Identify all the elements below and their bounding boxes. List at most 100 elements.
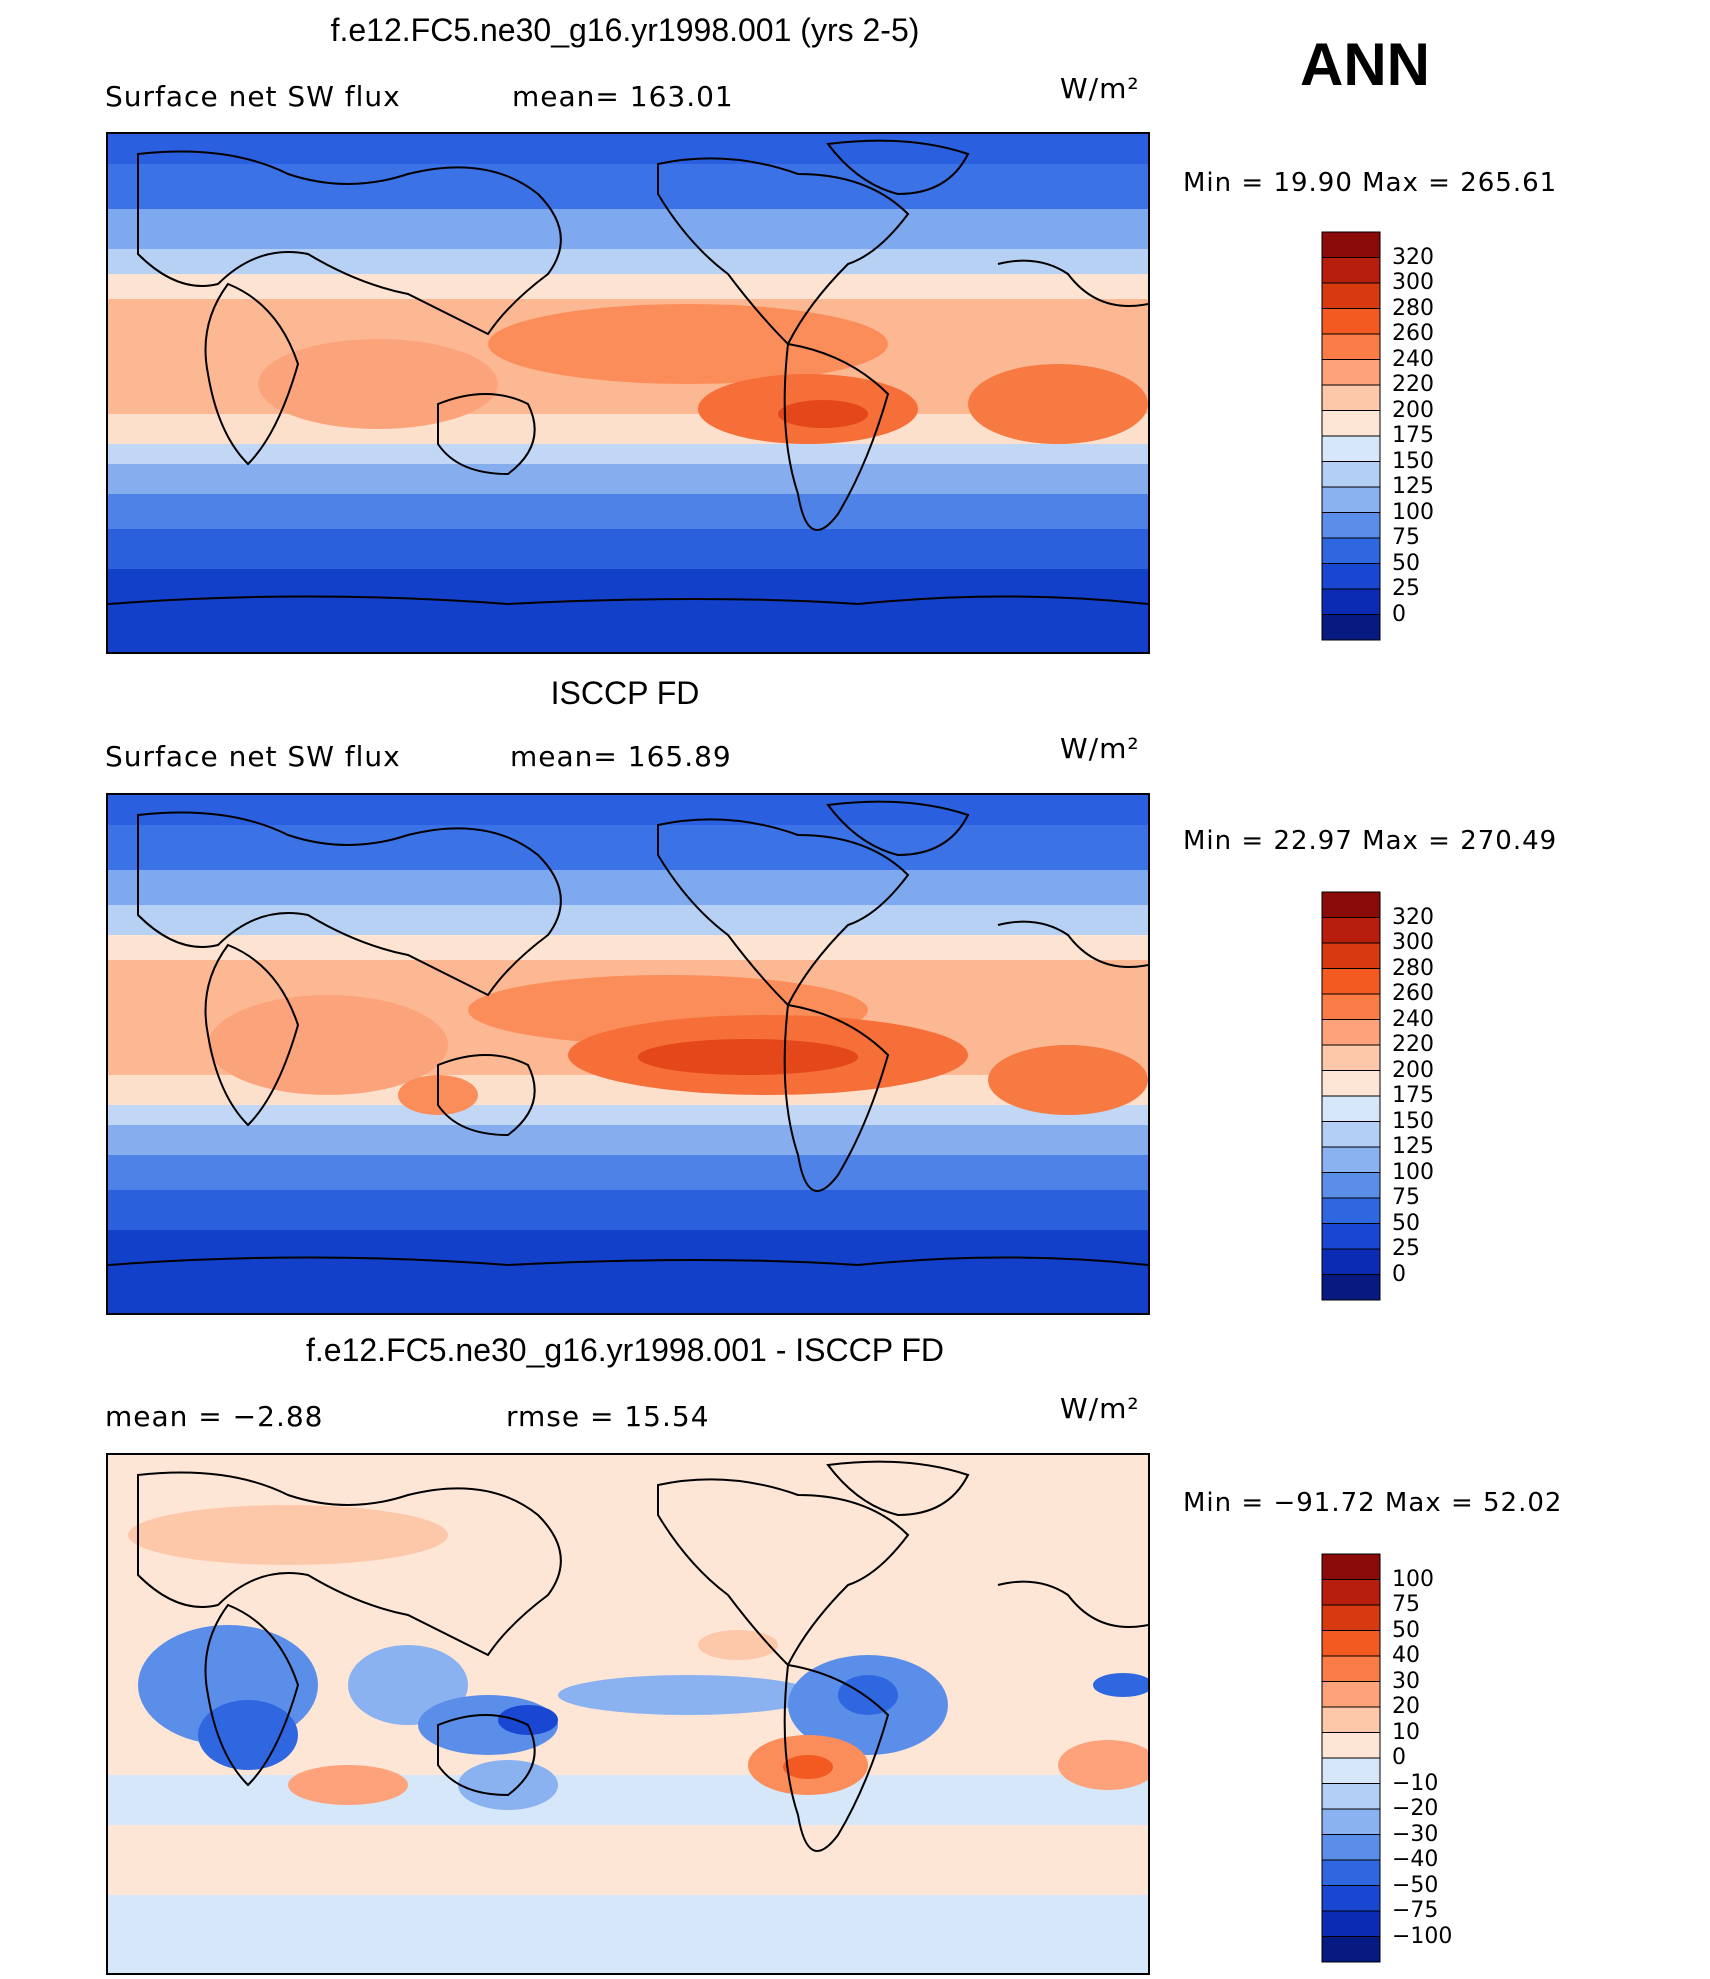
colorbar-swatch — [1321, 588, 1381, 615]
colorbar-swatch — [1321, 1274, 1381, 1301]
colorbar-tick-label: 240 — [1392, 1006, 1434, 1032]
colorbar-tick-label: 260 — [1392, 981, 1434, 1006]
colorbar-tick-label: 220 — [1392, 372, 1434, 397]
colorbar-swatch — [1321, 1172, 1381, 1199]
colorbar-swatch — [1321, 537, 1381, 564]
colorbar-tick-label: 50 — [1392, 1617, 1420, 1643]
colorbar-swatch — [1321, 1044, 1381, 1071]
panel-1-map — [106, 132, 1150, 654]
colorbar-tick-label: −10 — [1392, 1770, 1439, 1796]
colorbar-tick-label: 50 — [1392, 550, 1420, 576]
colorbar-swatch — [1321, 435, 1381, 462]
colorbar-tick-label: 200 — [1392, 1057, 1434, 1083]
colorbar-tick-label: −30 — [1392, 1821, 1439, 1847]
colorbar-tick-label: 75 — [1392, 525, 1420, 550]
panel-2-title: ISCCP FD — [550, 675, 700, 711]
colorbar-tick-label: 30 — [1392, 1668, 1420, 1694]
colorbar-tick-label: 150 — [1392, 448, 1434, 474]
colorbar-tick-label: 300 — [1392, 270, 1434, 295]
panel-1-map-svg — [108, 134, 1148, 652]
colorbar-tick-label: 25 — [1392, 576, 1420, 601]
colorbar-tick-label: 25 — [1392, 1236, 1420, 1261]
colorbar-swatch — [1321, 968, 1381, 995]
colorbar-swatch — [1321, 614, 1381, 641]
panel-1-title: f.e12.FC5.ne30_g16.yr1998.001 (yrs 2-5) — [330, 12, 920, 48]
colorbar-swatch — [1321, 1604, 1381, 1631]
colorbar-tick-label: 75 — [1392, 1185, 1420, 1210]
colorbar-swatch — [1321, 1910, 1381, 1937]
colorbar-swatch — [1321, 1223, 1381, 1250]
colorbar-tick-label: −20 — [1392, 1796, 1439, 1821]
colorbar-tick-label: −100 — [1392, 1923, 1453, 1949]
colorbar-swatch — [1321, 486, 1381, 513]
panel-3-map — [106, 1453, 1150, 1975]
panel-1-minmax: Min = 19.90 Max = 265.61 — [1183, 168, 1558, 198]
panel-2-colorbar — [1321, 891, 1381, 1301]
panel-1-variable: Surface net SW flux — [105, 80, 401, 113]
colorbar-tick-label: 10 — [1392, 1719, 1420, 1745]
colorbar-swatch — [1321, 1146, 1381, 1173]
panel-3-minmax: Min = −91.72 Max = 52.02 — [1183, 1488, 1563, 1518]
colorbar-tick-label: 0 — [1392, 1745, 1406, 1770]
colorbar-tick-label: 320 — [1392, 244, 1434, 270]
colorbar-swatch — [1321, 1579, 1381, 1606]
panel-2-minmax: Min = 22.97 Max = 270.49 — [1183, 826, 1558, 856]
panel-1-units: W/m² — [1060, 72, 1140, 105]
colorbar-swatch — [1321, 1070, 1381, 1097]
panel-2-map-svg — [108, 795, 1148, 1313]
colorbar-swatch — [1321, 1834, 1381, 1861]
colorbar-swatch — [1321, 512, 1381, 539]
colorbar-tick-label: 0 — [1392, 1261, 1406, 1287]
colorbar-tick-label: 125 — [1392, 474, 1434, 499]
colorbar-swatch — [1321, 1783, 1381, 1810]
colorbar-tick-label: 280 — [1392, 295, 1434, 321]
colorbar-swatch — [1321, 1095, 1381, 1122]
colorbar-swatch — [1321, 1732, 1381, 1759]
panel-3-units: W/m² — [1060, 1392, 1140, 1425]
colorbar-tick-label: 280 — [1392, 955, 1434, 981]
colorbar-tick-label: 125 — [1392, 1134, 1434, 1159]
colorbar-tick-label: 260 — [1392, 321, 1434, 346]
colorbar-swatch — [1321, 257, 1381, 284]
colorbar-swatch — [1321, 231, 1381, 258]
colorbar-tick-label: 75 — [1392, 1592, 1420, 1617]
colorbar-swatch — [1321, 410, 1381, 437]
colorbar-swatch — [1321, 1706, 1381, 1733]
colorbar-swatch — [1321, 1757, 1381, 1784]
colorbar-swatch — [1321, 1808, 1381, 1835]
panel-2-variable: Surface net SW flux — [105, 740, 401, 773]
panel-2-units: W/m² — [1060, 732, 1140, 765]
colorbar-tick-label: 300 — [1392, 930, 1434, 955]
colorbar-swatch — [1321, 333, 1381, 360]
colorbar-tick-label: 40 — [1392, 1643, 1420, 1668]
colorbar-tick-label: 175 — [1392, 1083, 1434, 1108]
colorbar-swatch — [1321, 917, 1381, 944]
panel-3-colorbar — [1321, 1553, 1381, 1963]
panel-1-mean: mean= 163.01 — [512, 80, 734, 113]
panel-2-mean: mean= 165.89 — [510, 740, 732, 773]
colorbar-swatch — [1321, 1655, 1381, 1682]
panel-3-map-svg — [108, 1455, 1148, 1973]
colorbar-swatch — [1321, 891, 1381, 918]
colorbar-tick-label: 240 — [1392, 346, 1434, 372]
colorbar-tick-label: 320 — [1392, 904, 1434, 930]
colorbar-tick-label: 100 — [1392, 1566, 1434, 1592]
colorbar-swatch — [1321, 461, 1381, 488]
colorbar-swatch — [1321, 359, 1381, 386]
colorbar-tick-label: 20 — [1392, 1694, 1420, 1719]
colorbar-tick-label: 175 — [1392, 423, 1434, 448]
colorbar-swatch — [1321, 993, 1381, 1020]
panel-3-mean: mean = −2.88 — [105, 1400, 324, 1433]
colorbar-swatch — [1321, 1197, 1381, 1224]
colorbar-tick-label: 50 — [1392, 1210, 1420, 1236]
colorbar-tick-label: −50 — [1392, 1872, 1439, 1898]
colorbar-swatch — [1321, 1248, 1381, 1275]
colorbar-swatch — [1321, 1121, 1381, 1148]
colorbar-swatch — [1321, 942, 1381, 969]
colorbar-swatch — [1321, 563, 1381, 590]
panel-3-title: f.e12.FC5.ne30_g16.yr1998.001 - ISCCP FD — [306, 1332, 944, 1368]
colorbar-swatch — [1321, 1936, 1381, 1963]
colorbar-swatch — [1321, 1859, 1381, 1886]
colorbar-tick-label: −75 — [1392, 1898, 1439, 1923]
season-label: ANN — [1300, 31, 1430, 98]
